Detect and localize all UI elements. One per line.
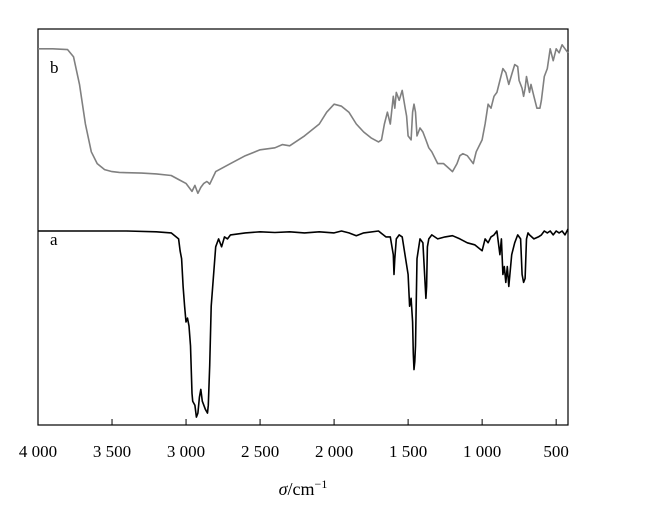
x-tick-label: 1 000 — [463, 442, 501, 461]
spectrum-curves — [38, 44, 569, 418]
x-tick-label: 1 500 — [389, 442, 427, 461]
x-axis-unit: /cm — [288, 479, 315, 499]
x-axis-ticks: 4 000 3 500 3 000 2 500 2 000 1 500 1 000 500 — [19, 419, 569, 461]
spectrum-line-b — [38, 44, 569, 195]
x-tick-label: 3 500 — [93, 442, 131, 461]
x-axis-symbol: σ — [279, 479, 289, 499]
x-tick-label: 500 — [543, 442, 569, 461]
x-axis-exponent: −1 — [315, 477, 328, 491]
x-axis-title: σ/cm−1 — [279, 477, 328, 499]
x-tick-label: 4 000 — [19, 442, 57, 461]
x-tick-label: 3 000 — [167, 442, 205, 461]
curve-label-a: a — [50, 230, 58, 249]
plot-frame — [37, 28, 569, 426]
curve-label-b: b — [50, 58, 59, 77]
spectrum-line-a — [38, 228, 569, 418]
x-tick-label: 2 000 — [315, 442, 353, 461]
x-tick-label: 2 500 — [241, 442, 279, 461]
